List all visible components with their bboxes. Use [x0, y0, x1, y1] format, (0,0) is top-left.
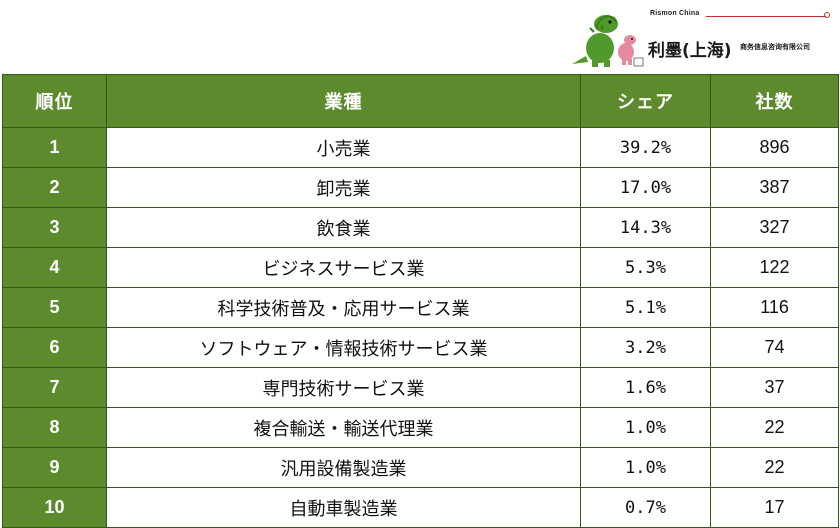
count-cell: 74 — [710, 327, 839, 368]
share-cell: 17.0% — [580, 167, 711, 208]
rank-cell: 7 — [2, 367, 107, 408]
share-cell: 39.2% — [580, 127, 711, 168]
header-industry: 業種 — [106, 74, 581, 128]
share-cell: 1.6% — [580, 367, 711, 408]
company-logo: Rismon China 利墨(上海) 商务信息咨询有限公司 — [566, 8, 836, 68]
industry-cell: 複合輸送・輸送代理業 — [106, 407, 581, 448]
header-share: シェア — [580, 74, 711, 128]
table-row: 6 ソフトウェア・情報技術サービス業 3.2% 74 — [2, 327, 839, 368]
rank-cell: 5 — [2, 287, 107, 328]
table-row: 5 科学技術普及・応用サービス業 5.1% 116 — [2, 287, 839, 328]
table-row: 7 専門技術サービス業 1.6% 37 — [2, 367, 839, 408]
share-cell: 3.2% — [580, 327, 711, 368]
industry-cell: 卸売業 — [106, 167, 581, 208]
table-row: 2 卸売業 17.0% 387 — [2, 167, 839, 208]
industry-cell: 汎用設備製造業 — [106, 447, 581, 488]
share-cell: 1.0% — [580, 447, 711, 488]
industry-cell: 専門技術サービス業 — [106, 367, 581, 408]
industry-cell: ビジネスサービス業 — [106, 247, 581, 288]
table-row: 10 自動車製造業 0.7% 17 — [2, 487, 839, 528]
count-cell: 22 — [710, 407, 839, 448]
rank-cell: 8 — [2, 407, 107, 448]
dinosaur-mascot-icon — [572, 14, 644, 67]
rank-cell: 3 — [2, 207, 107, 248]
rank-cell: 10 — [2, 487, 107, 528]
industry-cell: ソフトウェア・情報技術サービス業 — [106, 327, 581, 368]
logo-rule — [706, 16, 826, 17]
header-rank: 順位 — [2, 74, 107, 128]
table-row: 4 ビジネスサービス業 5.3% 122 — [2, 247, 839, 288]
share-cell: 0.7% — [580, 487, 711, 528]
rank-cell: 6 — [2, 327, 107, 368]
table-row: 1 小売業 39.2% 896 — [2, 127, 839, 168]
count-cell: 116 — [710, 287, 839, 328]
header-count: 社数 — [710, 74, 839, 128]
share-cell: 1.0% — [580, 407, 711, 448]
logo-brand-sub: 商务信息咨询有限公司 — [740, 43, 810, 51]
rank-cell: 1 — [2, 127, 107, 168]
share-cell: 5.3% — [580, 247, 711, 288]
table-row: 9 汎用設備製造業 1.0% 22 — [2, 447, 839, 488]
share-cell: 5.1% — [580, 287, 711, 328]
logo-brand-cn: 利墨(上海) — [648, 41, 732, 61]
table-row: 8 複合輸送・輸送代理業 1.0% 22 — [2, 407, 839, 448]
industry-cell: 飲食業 — [106, 207, 581, 248]
rank-cell: 9 — [2, 447, 107, 488]
industry-cell: 小売業 — [106, 127, 581, 168]
count-cell: 387 — [710, 167, 839, 208]
count-cell: 22 — [710, 447, 839, 488]
logo-rule-mark-icon — [824, 12, 830, 18]
count-cell: 896 — [710, 127, 839, 168]
count-cell: 327 — [710, 207, 839, 248]
rank-cell: 4 — [2, 247, 107, 288]
industry-ranking-table: 順位 業種 シェア 社数 1 小売業 39.2% 896 2 卸売業 17.0% 387 3 飲食… — [2, 74, 839, 528]
count-cell: 17 — [710, 487, 839, 528]
logo-brand-en: Rismon China — [650, 10, 700, 17]
share-cell: 14.3% — [580, 207, 711, 248]
industry-cell: 科学技術普及・応用サービス業 — [106, 287, 581, 328]
rank-cell: 2 — [2, 167, 107, 208]
table-row: 3 飲食業 14.3% 327 — [2, 207, 839, 248]
industry-cell: 自動車製造業 — [106, 487, 581, 528]
table-header-row: 順位 業種 シェア 社数 — [2, 74, 839, 128]
count-cell: 122 — [710, 247, 839, 288]
count-cell: 37 — [710, 367, 839, 408]
